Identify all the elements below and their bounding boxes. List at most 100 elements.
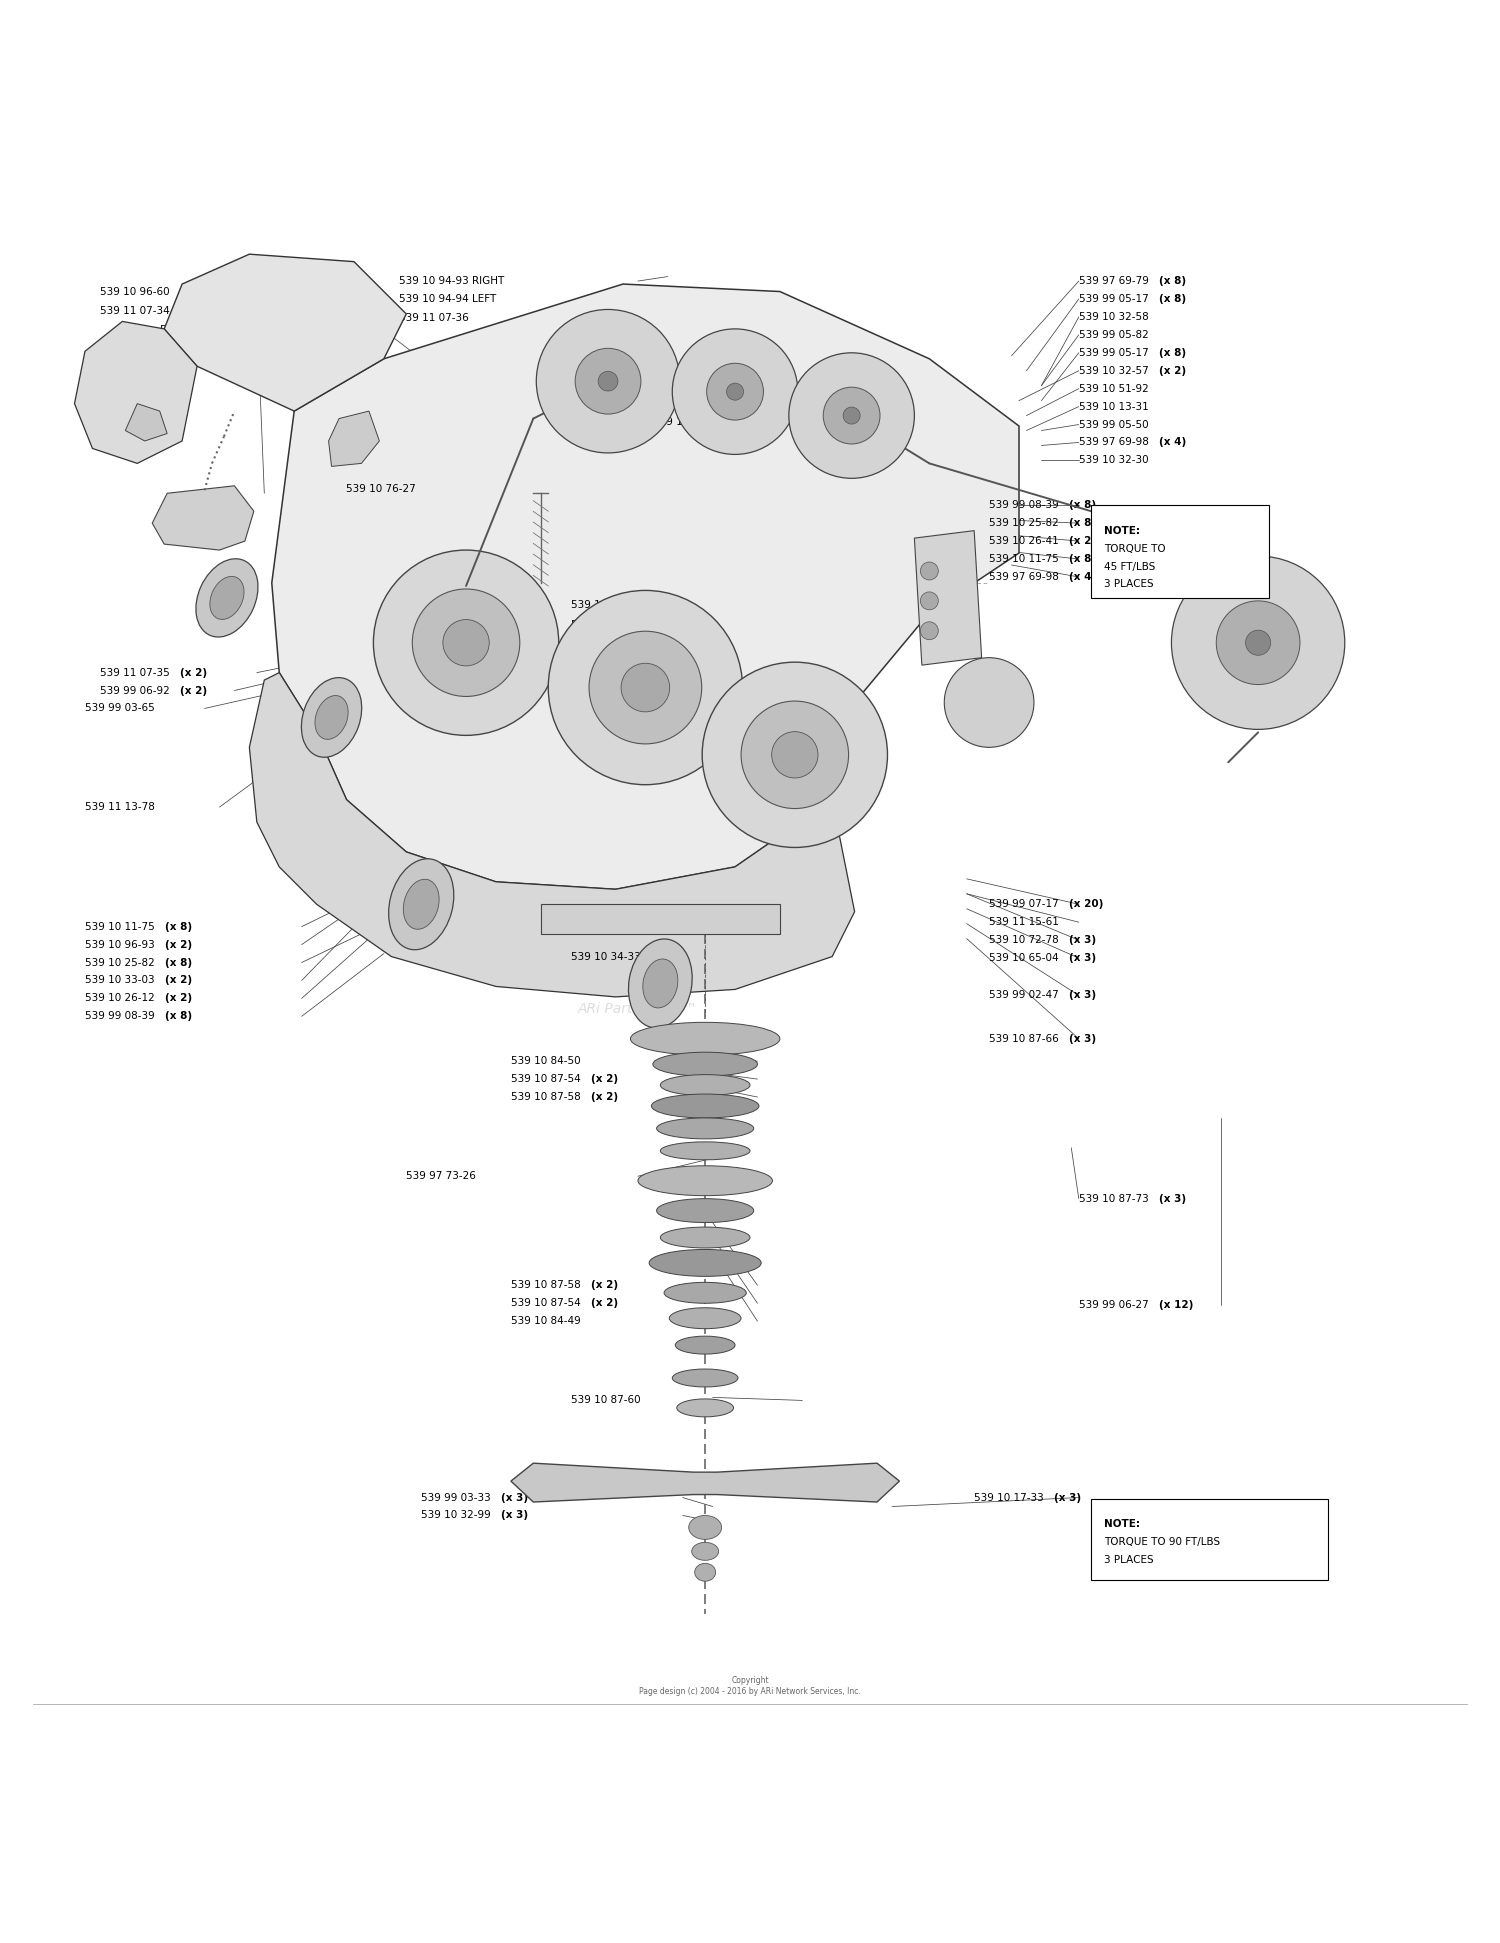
Circle shape xyxy=(771,733,818,777)
Text: (x 8): (x 8) xyxy=(1070,499,1096,511)
Text: 539 10 87-73: 539 10 87-73 xyxy=(1078,1193,1152,1203)
Circle shape xyxy=(1245,630,1270,655)
Text: 539 11 07-34: 539 11 07-34 xyxy=(100,305,170,317)
Text: 539 10 22-43: 539 10 22-43 xyxy=(570,637,640,647)
Circle shape xyxy=(537,309,680,453)
Circle shape xyxy=(789,354,915,478)
Polygon shape xyxy=(542,903,780,935)
Circle shape xyxy=(726,383,744,400)
Circle shape xyxy=(741,701,849,808)
Text: 539 99 06-92: 539 99 06-92 xyxy=(100,686,172,696)
Text: TORQUE TO 90 FT/LBS: TORQUE TO 90 FT/LBS xyxy=(1104,1537,1221,1547)
Circle shape xyxy=(702,663,888,847)
Text: 539 99 05-50: 539 99 05-50 xyxy=(1078,420,1149,429)
Text: 539 10 32-58: 539 10 32-58 xyxy=(1078,313,1149,323)
Circle shape xyxy=(574,348,640,414)
Text: (x 8): (x 8) xyxy=(1070,519,1096,528)
Ellipse shape xyxy=(660,1142,750,1160)
Ellipse shape xyxy=(315,696,348,740)
Text: 539 10 32-99: 539 10 32-99 xyxy=(422,1510,494,1521)
Text: (x 8): (x 8) xyxy=(165,958,192,968)
Ellipse shape xyxy=(404,880,439,929)
Ellipse shape xyxy=(688,1516,722,1539)
Ellipse shape xyxy=(672,1370,738,1387)
Text: (x 3): (x 3) xyxy=(1070,935,1096,944)
Text: 539 99 05-82: 539 99 05-82 xyxy=(1078,330,1149,340)
Text: 539 10 87-66: 539 10 87-66 xyxy=(988,1034,1062,1043)
Text: (x 2): (x 2) xyxy=(1160,365,1186,375)
Circle shape xyxy=(598,371,618,391)
Circle shape xyxy=(672,328,798,455)
Circle shape xyxy=(1172,556,1346,729)
Text: 539 97 73-26: 539 97 73-26 xyxy=(406,1172,476,1181)
Text: 539 11 15-61: 539 11 15-61 xyxy=(988,917,1059,927)
FancyBboxPatch shape xyxy=(1090,1500,1329,1580)
Text: 539 10 11-75: 539 10 11-75 xyxy=(86,921,158,931)
Text: 539 99 08-39: 539 99 08-39 xyxy=(86,1012,158,1022)
Text: 539 99 08-39: 539 99 08-39 xyxy=(988,499,1062,511)
Ellipse shape xyxy=(628,938,692,1028)
Text: 539 97 69-98: 539 97 69-98 xyxy=(988,571,1062,583)
Ellipse shape xyxy=(657,1117,753,1139)
Polygon shape xyxy=(75,321,196,462)
Polygon shape xyxy=(152,486,254,550)
Text: 539 10 34-27: 539 10 34-27 xyxy=(570,620,640,630)
Text: (x 2): (x 2) xyxy=(591,1280,618,1290)
Text: (x 2): (x 2) xyxy=(1070,536,1096,546)
Text: (x 3): (x 3) xyxy=(1070,991,1096,1001)
Circle shape xyxy=(374,550,558,734)
Circle shape xyxy=(843,406,860,424)
Text: 539 10 34-33: 539 10 34-33 xyxy=(570,952,640,962)
Circle shape xyxy=(1216,600,1300,684)
Circle shape xyxy=(921,622,939,639)
Text: (x 3): (x 3) xyxy=(501,1510,528,1521)
Text: (x 2): (x 2) xyxy=(591,1092,618,1102)
Text: (x 2): (x 2) xyxy=(180,286,207,297)
Text: 539 10 76-27: 539 10 76-27 xyxy=(346,484,416,494)
Ellipse shape xyxy=(644,960,678,1008)
Text: (x 3): (x 3) xyxy=(1070,954,1096,964)
Ellipse shape xyxy=(650,1249,760,1277)
Text: 539 10 96-93: 539 10 96-93 xyxy=(86,940,158,950)
Ellipse shape xyxy=(675,1337,735,1354)
Text: 539 99 03-65: 539 99 03-65 xyxy=(86,703,154,713)
Text: 539 97 69-79: 539 97 69-79 xyxy=(1078,276,1152,286)
Text: 539 10 25-82: 539 10 25-82 xyxy=(86,958,158,968)
Text: 3 PLACES: 3 PLACES xyxy=(1104,579,1154,589)
Text: 539 10 25-82: 539 10 25-82 xyxy=(988,519,1062,528)
Circle shape xyxy=(824,387,880,443)
Text: TORQUE TO: TORQUE TO xyxy=(1104,544,1166,554)
Text: 45 FT/LBS: 45 FT/LBS xyxy=(1104,562,1155,571)
Ellipse shape xyxy=(302,678,362,758)
Ellipse shape xyxy=(630,1022,780,1055)
Polygon shape xyxy=(249,672,855,997)
Polygon shape xyxy=(272,284,1019,890)
Text: 539 10 13-31: 539 10 13-31 xyxy=(1078,402,1149,412)
Text: (x 2): (x 2) xyxy=(165,940,192,950)
Text: (x 2): (x 2) xyxy=(240,324,267,336)
Text: ARi PartStream™: ARi PartStream™ xyxy=(578,1003,698,1016)
Polygon shape xyxy=(915,530,981,665)
Text: 539 11 13-78: 539 11 13-78 xyxy=(86,802,154,812)
Circle shape xyxy=(921,593,939,610)
Text: 539 10 32-95: 539 10 32-95 xyxy=(570,600,644,610)
Text: (x 8): (x 8) xyxy=(165,1012,192,1022)
Text: (x 4): (x 4) xyxy=(1160,437,1186,447)
Text: 539 10 87-58: 539 10 87-58 xyxy=(512,1280,584,1290)
Polygon shape xyxy=(126,404,166,441)
Text: (x 3): (x 3) xyxy=(1054,1492,1082,1502)
Text: NOTE:: NOTE: xyxy=(1104,1519,1140,1529)
Text: 539 10 11-75: 539 10 11-75 xyxy=(988,554,1062,563)
Text: (x 2): (x 2) xyxy=(591,1298,618,1308)
Text: 539 10 87-54: 539 10 87-54 xyxy=(512,1298,584,1308)
Text: (x 12): (x 12) xyxy=(1160,1300,1194,1310)
Text: (x 3): (x 3) xyxy=(501,1492,528,1502)
Text: 539 10 32-30: 539 10 32-30 xyxy=(1078,455,1149,466)
Text: 539 10 17-33: 539 10 17-33 xyxy=(974,1492,1047,1502)
Text: (x 4): (x 4) xyxy=(1070,571,1096,583)
Polygon shape xyxy=(512,1463,900,1502)
Text: (x 8): (x 8) xyxy=(165,921,192,931)
Ellipse shape xyxy=(664,1282,747,1304)
Ellipse shape xyxy=(388,859,454,950)
Text: (x 2): (x 2) xyxy=(165,975,192,985)
